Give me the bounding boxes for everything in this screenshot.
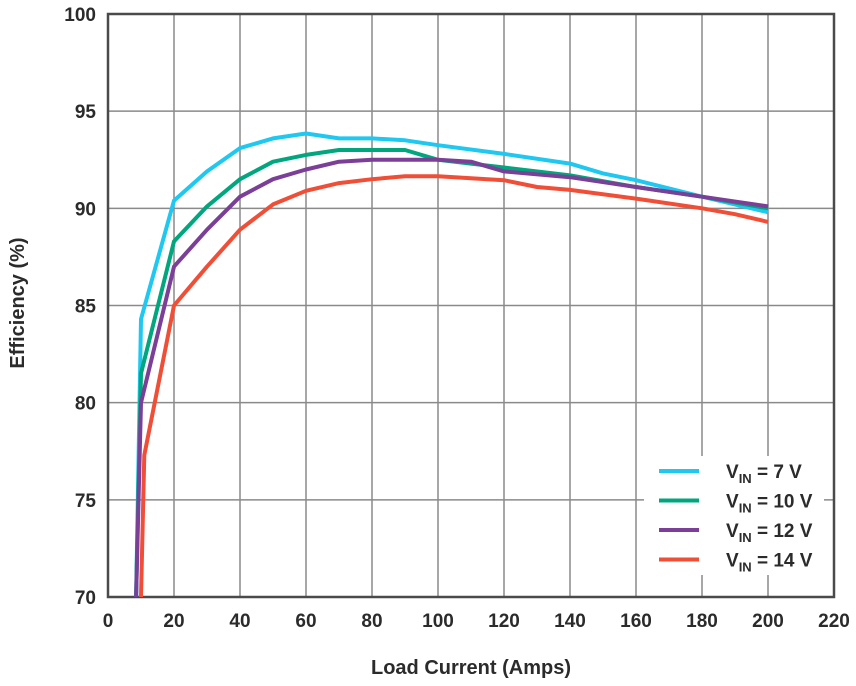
- x-tick-label: 220: [818, 611, 850, 632]
- x-tick-label: 20: [163, 611, 184, 632]
- legend-label-main: V: [726, 521, 739, 542]
- y-tick-label: 95: [75, 102, 97, 123]
- y-axis-tick-labels: 70 75 80 85 90 95 100: [64, 5, 96, 609]
- y-tick-label: 75: [75, 491, 97, 512]
- horizontal-gridlines: [108, 110, 834, 501]
- legend-label-value: = 14 V: [752, 551, 813, 572]
- y-tick-label: 70: [75, 588, 96, 609]
- x-tick-label: 80: [361, 611, 382, 632]
- x-tick-label: 160: [620, 611, 652, 632]
- legend-label-main: V: [726, 551, 739, 572]
- x-tick-label: 180: [686, 611, 718, 632]
- legend-label-value: = 10 V: [752, 492, 813, 513]
- legend-label-4: VIN = 14 V: [726, 551, 813, 575]
- legend-label-2: VIN = 10 V: [726, 492, 813, 516]
- legend-label-value: = 7 V: [752, 462, 802, 483]
- y-tick-label: 80: [75, 394, 96, 415]
- x-tick-label: 40: [229, 611, 250, 632]
- legend-label-1: VIN = 7 V: [726, 462, 802, 486]
- legend-label-main: V: [726, 492, 739, 513]
- x-tick-label: 200: [752, 611, 784, 632]
- x-tick-label: 0: [103, 611, 114, 632]
- series-line-3: [134, 157, 769, 598]
- legend-label-value: = 12 V: [752, 521, 813, 542]
- x-axis-title: Load Current (Amps): [371, 657, 571, 679]
- legend-label-subscript: IN: [739, 530, 752, 545]
- x-tick-label: 120: [488, 611, 520, 632]
- y-tick-label: 90: [75, 199, 96, 220]
- legend-label-subscript: IN: [739, 501, 752, 516]
- legend-label-main: V: [726, 462, 739, 483]
- x-tick-label: 100: [422, 611, 454, 632]
- series-line-1: [134, 131, 769, 598]
- legend-label-3: VIN = 12 V: [726, 521, 813, 545]
- y-tick-label: 100: [64, 5, 96, 26]
- x-tick-label: 60: [295, 611, 316, 632]
- plot-area-frame: [106, 12, 836, 599]
- legend-label-subscript: IN: [739, 471, 752, 486]
- x-tick-label: 140: [554, 611, 586, 632]
- series-lines: [134, 131, 769, 598]
- legend-label-subscript: IN: [739, 560, 752, 575]
- y-axis-title: Efficiency (%): [7, 237, 29, 368]
- series-line-4: [139, 174, 769, 598]
- x-axis-tick-labels: 0 20 40 60 80 100 120 140 160 180 200 220: [103, 611, 850, 632]
- legend-box: [644, 456, 824, 575]
- y-tick-label: 85: [75, 297, 97, 318]
